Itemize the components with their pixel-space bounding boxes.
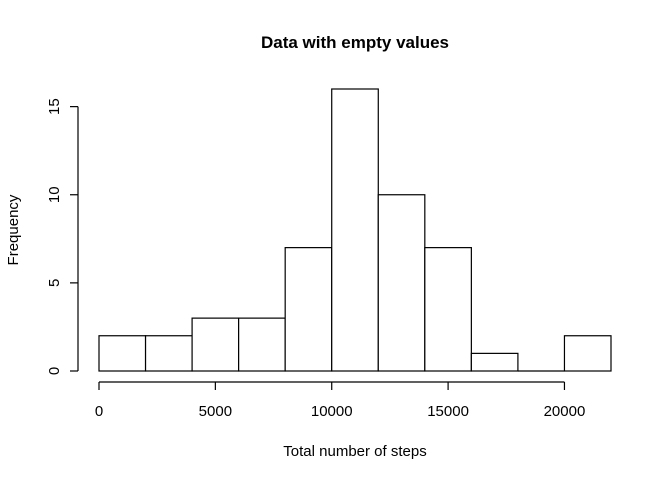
x-tick-label: 0 bbox=[95, 403, 103, 420]
chart-title: Data with empty values bbox=[261, 33, 449, 52]
y-tick-label: 15 bbox=[46, 98, 63, 115]
x-tick-label: 10000 bbox=[311, 403, 353, 420]
histogram-bar bbox=[563, 335, 612, 372]
bars-group bbox=[98, 88, 612, 372]
histogram-bar bbox=[191, 317, 240, 372]
x-axis: 0 5000 10000 15000 20000 bbox=[95, 381, 586, 420]
histogram-bar bbox=[284, 247, 333, 372]
histogram-bar bbox=[470, 352, 519, 372]
histogram-bar bbox=[238, 317, 286, 372]
y-tick-label: 5 bbox=[46, 279, 63, 287]
x-tick-label: 20000 bbox=[544, 403, 586, 420]
histogram-bar bbox=[144, 335, 193, 372]
y-tick-label: 10 bbox=[46, 186, 63, 203]
y-axis-label: Frequency bbox=[5, 194, 22, 265]
y-tick-label: 0 bbox=[46, 367, 63, 375]
x-tick-label: 15000 bbox=[427, 403, 469, 420]
x-tick-label: 5000 bbox=[199, 403, 232, 420]
histogram-bar bbox=[331, 88, 379, 372]
x-axis-label: Total number of steps bbox=[283, 443, 426, 460]
y-axis: 0 5 10 15 bbox=[46, 98, 79, 375]
histogram-bar bbox=[377, 194, 426, 372]
histogram-bar bbox=[98, 335, 147, 372]
histogram-bar bbox=[424, 247, 472, 372]
